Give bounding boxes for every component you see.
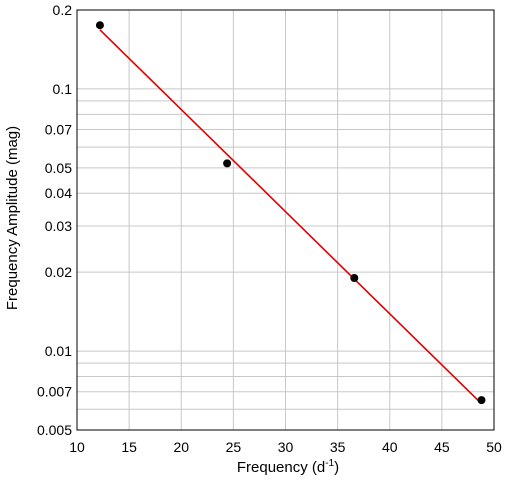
series-layer: [95, 21, 486, 405]
x-tick-labels: 10 15 20 25 30 35 40 45 50: [69, 439, 502, 455]
y-tick-labels: 0.005 0.007 0.01 0.02 0.03 0.04 0.05 0.07 0.1 0.2: [37, 2, 72, 438]
y-tick-label: 0.007: [37, 384, 72, 400]
y-tick-label: 0.07: [45, 122, 72, 138]
y-tick-label: 0.2: [53, 2, 73, 18]
x-tick-label: 20: [173, 439, 189, 455]
x-tick-label: 10: [69, 439, 85, 455]
grid-lines: [77, 10, 494, 430]
x-axis-label: Frequency (d-1): [237, 458, 339, 476]
data-point: [477, 396, 486, 405]
y-tick-label: 0.04: [45, 185, 72, 201]
data-point: [223, 159, 232, 168]
fit-line: [99, 29, 483, 405]
y-tick-label: 0.01: [45, 343, 72, 359]
y-tick-label: 0.05: [45, 160, 72, 176]
x-tick-label: 50: [486, 439, 502, 455]
x-tick-label: 35: [330, 439, 346, 455]
y-tick-label: 0.005: [37, 422, 72, 438]
x-tick-label: 40: [382, 439, 398, 455]
x-tick-label: 45: [434, 439, 450, 455]
data-point: [350, 274, 359, 283]
x-tick-label: 30: [278, 439, 294, 455]
y-tick-label: 0.02: [45, 264, 72, 280]
plot-frame: [76, 9, 495, 431]
y-tick-label: 0.1: [53, 81, 73, 97]
x-tick-label: 15: [121, 439, 137, 455]
y-axis-label: Frequency Amplitude (mag): [4, 126, 21, 310]
y-tick-label: 0.03: [45, 218, 72, 234]
x-tick-label: 25: [226, 439, 242, 455]
data-point: [95, 21, 104, 30]
